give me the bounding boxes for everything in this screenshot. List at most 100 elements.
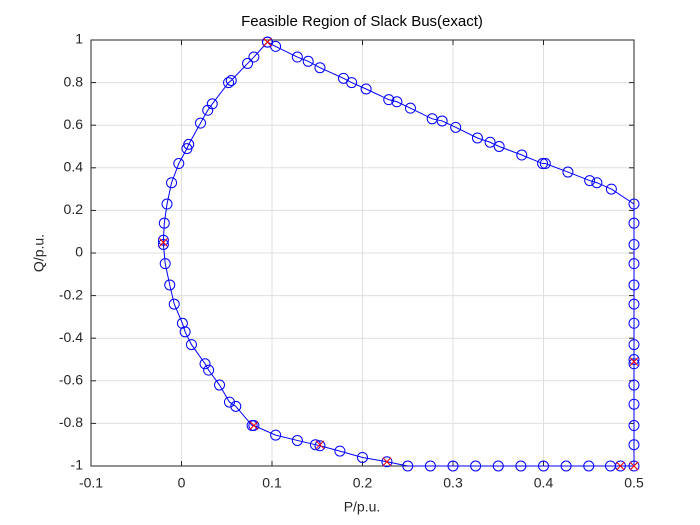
point-marker bbox=[314, 440, 326, 452]
point-marker bbox=[291, 434, 303, 446]
x-tick-label: 0 bbox=[178, 475, 186, 491]
y-tick-label: -0.2 bbox=[59, 286, 83, 302]
point-marker bbox=[199, 358, 211, 370]
point-marker bbox=[628, 258, 640, 270]
point-marker bbox=[404, 102, 416, 114]
x-tick-label: 0.3 bbox=[443, 475, 463, 491]
point-marker bbox=[161, 198, 173, 210]
point-marker bbox=[168, 298, 180, 310]
point-marker bbox=[357, 451, 368, 463]
point-marker bbox=[166, 177, 178, 189]
point-marker bbox=[591, 177, 603, 189]
point-marker bbox=[629, 461, 639, 471]
point-marker bbox=[183, 138, 195, 150]
point-marker bbox=[484, 136, 496, 148]
point-marker bbox=[402, 460, 414, 472]
point-marker bbox=[493, 141, 505, 152]
point-marker bbox=[242, 57, 254, 69]
y-tick-label: 0 bbox=[75, 244, 83, 260]
point-marker bbox=[616, 461, 625, 471]
point-marker bbox=[628, 354, 640, 365]
y-tick-label: -1 bbox=[71, 457, 84, 473]
point-marker bbox=[203, 364, 215, 376]
x-tick-label: -0.1 bbox=[79, 475, 103, 491]
point-marker bbox=[223, 77, 235, 89]
point-marker bbox=[628, 460, 640, 472]
point-marker bbox=[334, 445, 346, 457]
point-marker bbox=[248, 51, 260, 63]
point-marker bbox=[471, 132, 483, 144]
point-marker bbox=[583, 460, 595, 472]
point-marker bbox=[315, 440, 325, 450]
point-marker bbox=[159, 258, 171, 270]
y-tick-label: -0.4 bbox=[59, 329, 83, 345]
y-tick-label: 0.4 bbox=[64, 159, 84, 175]
point-marker bbox=[447, 460, 459, 472]
point-marker bbox=[173, 158, 185, 170]
point-marker bbox=[230, 400, 242, 412]
y-tick-label: -0.6 bbox=[59, 372, 83, 388]
x-tick-label: 0.1 bbox=[262, 475, 282, 491]
y-axis-label: Q/p.u. bbox=[31, 234, 47, 272]
x-tick-label: 0.5 bbox=[624, 475, 644, 491]
point-marker bbox=[164, 279, 176, 291]
point-marker bbox=[604, 460, 616, 472]
point-marker bbox=[179, 326, 191, 338]
point-marker bbox=[537, 158, 549, 170]
point-marker bbox=[346, 77, 358, 89]
point-marker bbox=[562, 166, 574, 178]
point-marker bbox=[628, 279, 640, 291]
point-marker bbox=[223, 396, 235, 408]
point-marker bbox=[450, 121, 462, 133]
point-marker bbox=[381, 456, 393, 468]
point-marker bbox=[263, 37, 272, 47]
point-marker bbox=[391, 96, 403, 108]
point-marker bbox=[270, 429, 282, 441]
point-marker bbox=[383, 94, 395, 106]
point-marker bbox=[470, 460, 482, 472]
point-marker bbox=[629, 357, 639, 366]
point-marker bbox=[436, 115, 448, 127]
x-axis-label: P/p.u. bbox=[344, 499, 381, 515]
point-marker bbox=[159, 237, 168, 247]
point-marker bbox=[605, 183, 617, 195]
point-marker bbox=[176, 317, 188, 329]
point-marker bbox=[424, 460, 436, 472]
point-marker bbox=[628, 217, 640, 229]
point-marker bbox=[302, 55, 314, 67]
point-marker bbox=[628, 317, 640, 329]
point-marker bbox=[157, 234, 169, 246]
y-tick-label: -0.8 bbox=[59, 414, 83, 430]
point-marker bbox=[628, 298, 640, 310]
chart-title: Feasible Region of Slack Bus(exact) bbox=[241, 13, 483, 30]
point-marker bbox=[584, 175, 596, 187]
point-marker bbox=[225, 74, 237, 86]
y-tick-label: 1 bbox=[75, 31, 83, 47]
x-tick-label: 0.2 bbox=[353, 475, 373, 491]
point-marker bbox=[628, 379, 640, 391]
point-marker bbox=[516, 149, 528, 161]
point-marker bbox=[214, 379, 226, 391]
point-marker bbox=[538, 460, 549, 472]
point-marker bbox=[628, 238, 640, 250]
point-marker bbox=[246, 420, 258, 432]
point-marker bbox=[158, 217, 170, 229]
point-marker bbox=[291, 51, 303, 63]
series-line bbox=[162, 41, 635, 467]
point-marker bbox=[628, 420, 640, 432]
point-marker bbox=[628, 198, 640, 210]
point-marker bbox=[515, 460, 527, 472]
point-marker bbox=[628, 398, 640, 410]
point-marker bbox=[628, 339, 640, 351]
point-marker bbox=[628, 358, 640, 370]
point-marker bbox=[628, 439, 640, 451]
x-tick-label: 0.4 bbox=[534, 475, 554, 491]
point-marker bbox=[206, 98, 218, 110]
point-marker bbox=[157, 238, 169, 250]
point-marker bbox=[185, 339, 197, 351]
point-marker bbox=[314, 62, 326, 74]
point-marker bbox=[382, 457, 392, 467]
